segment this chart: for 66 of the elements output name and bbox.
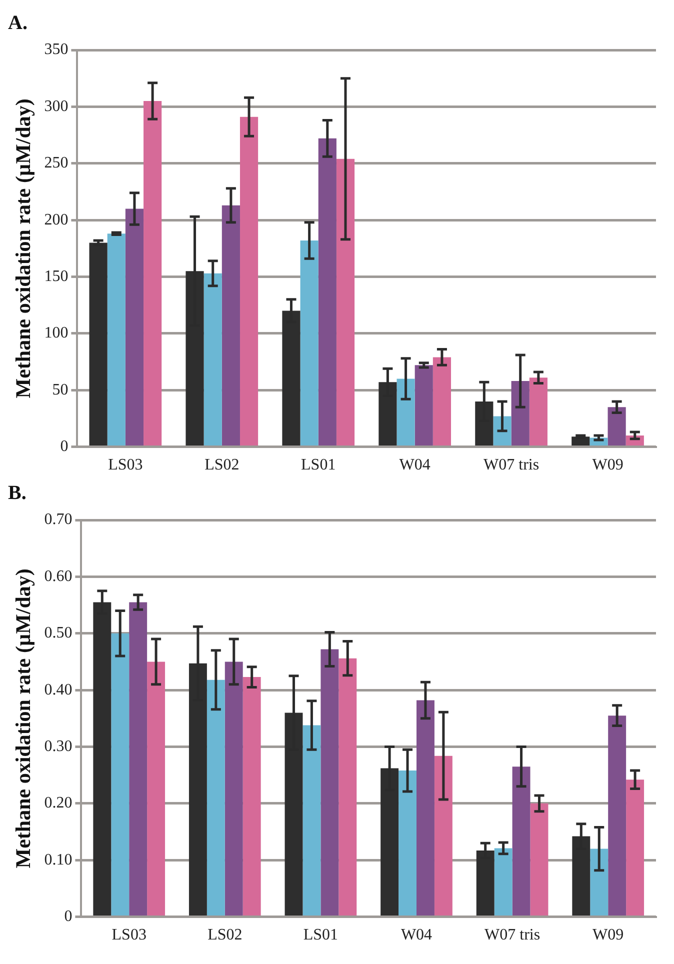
y-tick-label: 0 bbox=[64, 908, 72, 926]
bar bbox=[396, 378, 415, 446]
bar bbox=[240, 116, 258, 446]
y-tick-label: 100 bbox=[44, 324, 68, 342]
bar bbox=[626, 780, 644, 916]
bar bbox=[107, 234, 126, 446]
bar bbox=[512, 766, 530, 916]
bar bbox=[129, 602, 148, 916]
y-tick-label: 0.40 bbox=[44, 681, 72, 698]
bar bbox=[125, 208, 144, 446]
y-tick-label: 0.50 bbox=[44, 624, 72, 642]
y-tick-label: 150 bbox=[44, 268, 68, 285]
y-tick-label: 200 bbox=[44, 211, 68, 228]
x-tick-label: W09 bbox=[592, 926, 624, 944]
x-tick-label: LS03 bbox=[112, 926, 146, 944]
bar bbox=[494, 848, 512, 916]
bar bbox=[529, 378, 548, 446]
bar bbox=[302, 725, 321, 916]
y-tick-label: 0.20 bbox=[44, 794, 72, 812]
bar bbox=[147, 662, 166, 916]
y-tick-label: 350 bbox=[44, 41, 68, 58]
chart-title: A. bbox=[8, 12, 28, 34]
x-tick-label: W04 bbox=[400, 926, 432, 944]
x-tick-label: LS03 bbox=[108, 456, 143, 474]
bar bbox=[416, 700, 434, 916]
bar bbox=[300, 240, 318, 446]
x-tick-label: LS02 bbox=[204, 456, 240, 474]
x-tick-label: W07 tris bbox=[484, 926, 540, 944]
y-tick-label: 0 bbox=[60, 438, 68, 456]
y-tick-label: 50 bbox=[52, 381, 68, 398]
bar bbox=[318, 138, 336, 446]
chart-title: B. bbox=[8, 482, 26, 504]
x-tick-label: LS02 bbox=[208, 926, 242, 944]
bar bbox=[608, 407, 626, 446]
y-tick-label: 300 bbox=[44, 98, 68, 115]
bar bbox=[89, 242, 108, 446]
x-tick-label: W09 bbox=[592, 456, 624, 474]
y-axis-title: Methane oxidation rate (µM/day) bbox=[11, 568, 36, 868]
y-tick-label: 0.30 bbox=[44, 738, 72, 755]
bar bbox=[111, 633, 130, 916]
y-tick-label: 0.60 bbox=[44, 568, 72, 585]
bar bbox=[414, 365, 433, 446]
bar bbox=[242, 677, 261, 916]
x-tick-label: W04 bbox=[399, 456, 430, 474]
x-tick-label: W07 tris bbox=[484, 456, 540, 474]
bar bbox=[432, 357, 452, 446]
bar bbox=[511, 381, 530, 446]
bar bbox=[206, 680, 225, 916]
bar bbox=[320, 649, 339, 916]
x-tick-label: LS01 bbox=[301, 456, 336, 474]
bar bbox=[224, 662, 243, 916]
bar bbox=[608, 716, 626, 916]
y-tick-label: 0.70 bbox=[44, 511, 72, 528]
bar bbox=[222, 205, 240, 446]
y-tick-label: 0.10 bbox=[44, 851, 72, 868]
bar bbox=[530, 803, 548, 916]
bar bbox=[204, 273, 222, 446]
bar bbox=[590, 848, 608, 916]
y-tick-label: 250 bbox=[44, 154, 68, 172]
y-axis-title: Methane oxidation rate (µM/day) bbox=[11, 98, 36, 398]
x-tick-label: LS01 bbox=[303, 926, 338, 944]
bar bbox=[336, 158, 355, 446]
bar bbox=[144, 101, 162, 446]
bar bbox=[434, 756, 452, 916]
bar bbox=[398, 770, 416, 916]
bar bbox=[338, 658, 357, 916]
